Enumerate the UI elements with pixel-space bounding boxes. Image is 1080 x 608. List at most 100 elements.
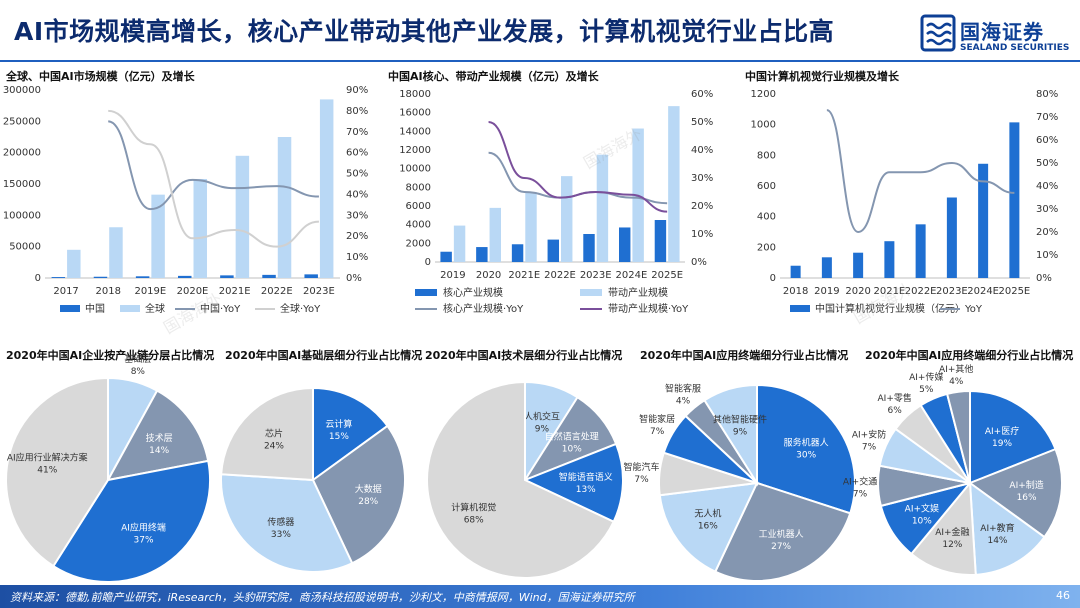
chart-global-china-ai-market: 0 50000 100000 150000 200000 250000 300000 0% 10… (3, 85, 368, 315)
y-left-tick-label: 10000 (399, 164, 431, 175)
y-left-tick-label: 12000 (399, 145, 431, 156)
bar-中国计算机视觉行业规模（亿元） (978, 163, 989, 278)
pie-label-pct: 37% (134, 535, 154, 545)
pie-label-pct: 28% (358, 497, 378, 507)
y-left-tick-label: 0 (425, 257, 431, 268)
sealand-logo-icon (920, 14, 956, 52)
y-right-tick-label: 40% (346, 189, 368, 200)
pie-label-name: 大数据 (355, 483, 382, 495)
y-left-tick-label: 400 (757, 212, 776, 223)
pie-slice-服务机器人 (756, 383, 856, 515)
pie-label: AI应用终端 37% (121, 521, 166, 545)
pie-technology-layer: 人机交互 9%自然语言处理 10% 智能语音语义 13% 计算机视觉 68% (426, 380, 624, 579)
legend-swatch (415, 289, 437, 296)
x-tick-label: 2020E (177, 286, 209, 297)
legend-swatch (60, 305, 80, 312)
x-tick-label: 2022E (261, 286, 293, 297)
y-right-tick-label: 10% (691, 229, 713, 240)
y-right-tick-label: 60% (346, 148, 368, 159)
bar-带动产业规模 (489, 207, 501, 262)
bar-中国 (135, 276, 150, 278)
x-tick-label: 2019E (134, 286, 166, 297)
y-left-tick-label: 18000 (399, 89, 431, 100)
pie-label: 技术层 14% (146, 432, 173, 456)
y-right-tick-label: 20% (1036, 227, 1058, 238)
pie-label-name: 智能语音语义 (559, 471, 613, 483)
y-right-tick-label: 30% (691, 173, 713, 184)
legend-label: 全球·YoY (280, 302, 321, 315)
pie-slice-AI+医疗 (969, 389, 1057, 485)
pie-slice-AI+制造 (967, 447, 1063, 539)
line-带动产业规模·YoY (488, 121, 668, 213)
pie-label-pct: 6% (888, 406, 903, 416)
pie-label-name: 其他智能硬件 (713, 414, 767, 426)
pie-label-name: 智能客服 (665, 383, 701, 395)
pie-label-name: 智能汽车 (624, 461, 660, 473)
legend-label: 带动产业规模 (608, 286, 668, 299)
pie-label-pct: 7% (650, 427, 665, 437)
pie-label-name: 传感器 (267, 516, 294, 528)
bar-中国 (304, 274, 318, 278)
y-left-tick-label: 1200 (751, 89, 776, 100)
legend-label: 中国·YoY (200, 302, 241, 315)
bar-带动产业规模 (668, 106, 680, 262)
y-right-tick-label: 70% (346, 127, 368, 138)
pie-label: 计算机视觉 68% (451, 502, 496, 526)
pie-label-pct: 12% (942, 540, 962, 550)
legend-label: 带动产业规模·YoY (608, 302, 689, 315)
pie-label-pct: 24% (264, 441, 284, 451)
pie-label-name: AI+零售 (878, 392, 912, 404)
pie-label-pct: 5% (919, 385, 934, 395)
pie-label-pct: 7% (634, 475, 649, 485)
bar-核心产业规模 (476, 247, 488, 262)
pie-label-name: AI+医疗 (985, 425, 1019, 437)
pie-label-name: 服务机器人 (784, 436, 829, 448)
y-left-tick-label: 8000 (406, 182, 431, 193)
pie-label-name: AI应用行业解决方案 (7, 451, 88, 463)
bar-带动产业规模 (525, 192, 537, 262)
pie-label-name: AI应用终端 (121, 521, 166, 533)
bar-核心产业规模 (619, 227, 631, 262)
legend-label: 核心产业规模 (443, 286, 503, 299)
legend-swatch (580, 289, 602, 296)
bar-中国计算机视觉行业规模（亿元） (1009, 122, 1020, 278)
pie-label-name: 计算机视觉 (451, 502, 496, 514)
bar-带动产业规模 (561, 176, 573, 262)
pie-label-pct: 13% (576, 485, 596, 495)
pie-label-pct: 4% (676, 397, 691, 407)
bar-中国计算机视觉行业规模（亿元） (790, 265, 801, 278)
pie-label: 服务机器人 30% (784, 436, 829, 460)
pie-label-pct: 10% (912, 517, 932, 527)
y-left-tick-label: 200000 (3, 148, 41, 159)
pie-label-pct: 9% (733, 428, 748, 438)
x-tick-label: 2023E (936, 286, 968, 297)
x-tick-label: 2022E (544, 270, 576, 281)
bar-中国计算机视觉行业规模（亿元） (884, 241, 895, 278)
bar-全球 (319, 99, 334, 279)
pie-label-name: AI+制造 (1009, 479, 1043, 491)
y-right-tick-label: 40% (691, 145, 713, 156)
y-left-tick-label: 150000 (3, 179, 41, 190)
pie-label: 传感器 33% (267, 516, 294, 540)
pie-slice-其他智能硬件 (703, 383, 758, 487)
pie-slice-技术层 (106, 389, 210, 482)
pie-label: 无人机 16% (694, 508, 721, 532)
line-全球·YoY (108, 109, 320, 248)
pie-slice-AI+金融 (909, 480, 977, 576)
pie-label: 芯片 24% (264, 427, 284, 451)
pie-application-industries: AI+医疗 19% AI+制造 16% AI+教育 14% AI+金融 12% AI+文娱 10%… (843, 363, 1063, 576)
x-tick-label: 2019 (440, 270, 465, 281)
bar-中国计算机视觉行业规模（亿元） (853, 252, 864, 278)
y-left-tick-label: 2000 (406, 238, 431, 249)
bar-中国 (262, 274, 276, 278)
y-right-tick-label: 20% (691, 201, 713, 212)
pie-label-name: AI+金融 (935, 526, 969, 538)
bar-中国 (93, 276, 108, 278)
header-divider (0, 60, 1080, 62)
y-right-tick-label: 90% (346, 85, 368, 96)
pie-label-pct: 7% (862, 442, 877, 452)
footer-bar: 资料来源：德勤,前瞻产业研究，iResearch，头豹研究院，商汤科技招股说明书… (0, 585, 1080, 608)
pie-slice-芯片 (220, 386, 314, 482)
pie-label-pct: 27% (771, 542, 791, 552)
y-left-tick-label: 16000 (399, 108, 431, 119)
